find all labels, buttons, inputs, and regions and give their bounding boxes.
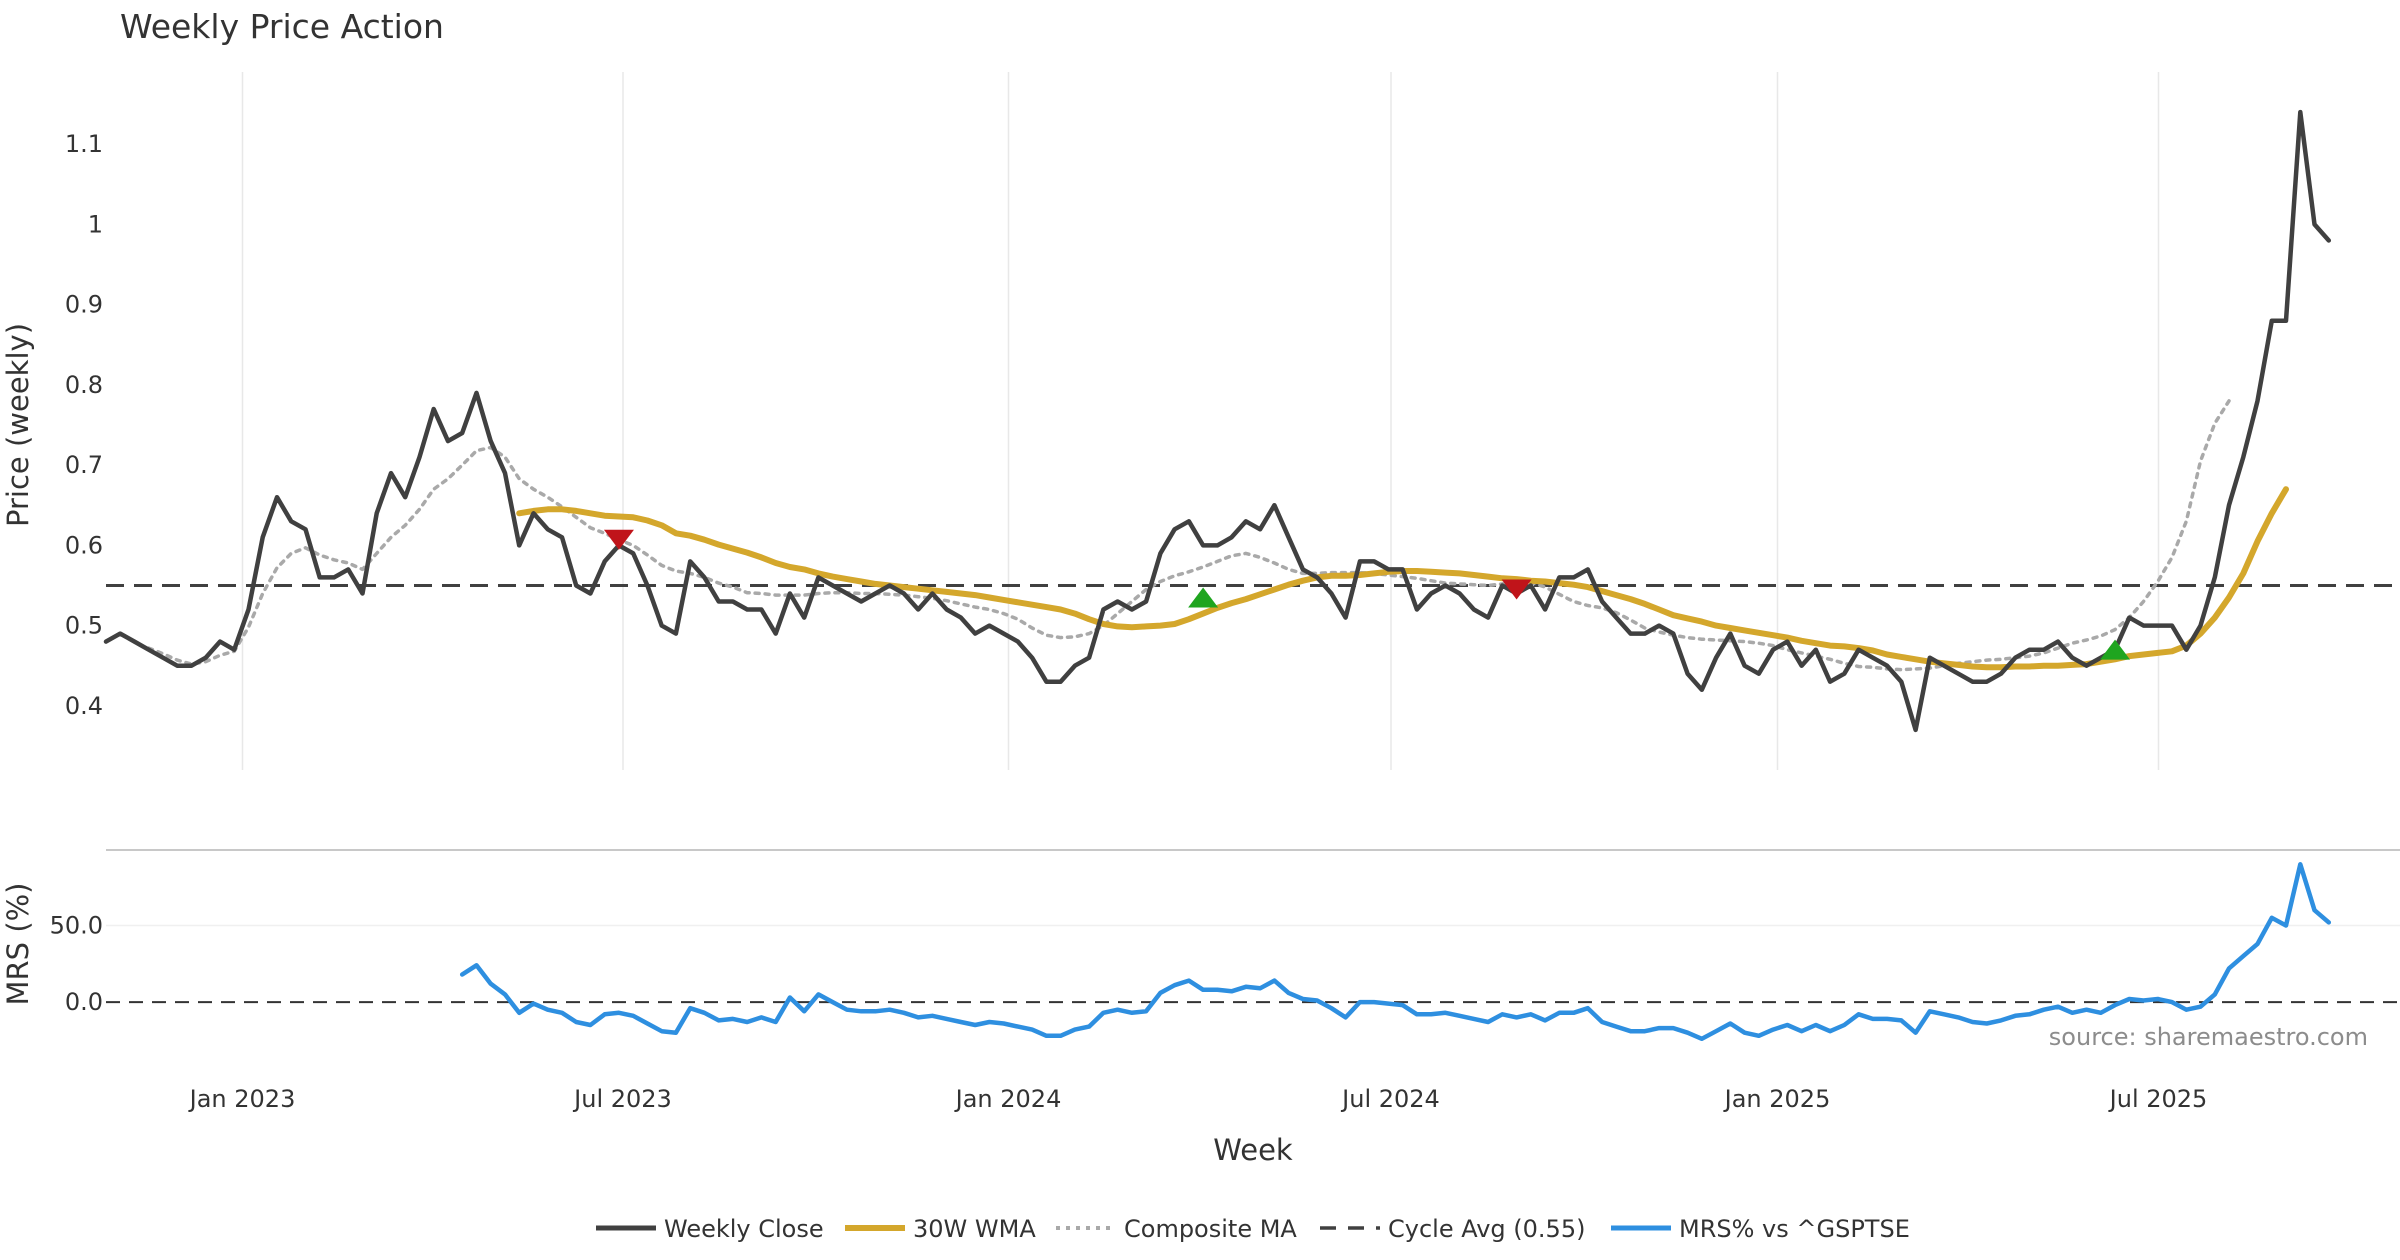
buy-signal-marker — [2100, 639, 2131, 660]
weekly-close-line — [103, 109, 2332, 733]
x-tick-label: Jan 2024 — [954, 1085, 1062, 1113]
x-tick-label: Jul 2024 — [1340, 1085, 1440, 1113]
y-tick-label-price: 0.6 — [65, 531, 103, 559]
tick-layer: Jan 2023 Jul 2023 Jan 2024 Jul 2024 Jan 2025… — [50, 130, 2208, 1113]
y-tick-label-price: 1 — [88, 210, 103, 238]
legend-label: Weekly Close — [664, 1215, 824, 1243]
series-layer — [103, 109, 2400, 1042]
x-tick-label: Jan 2025 — [1723, 1085, 1831, 1113]
y-tick-label-price: 0.7 — [65, 451, 103, 479]
signal-layer — [603, 529, 2131, 660]
legend-item: MRS% vs ^GSPTSE — [1611, 1215, 1910, 1243]
legend-label: Cycle Avg (0.55) — [1388, 1215, 1585, 1243]
x-tick-label: Jul 2025 — [2108, 1085, 2208, 1113]
source-annotation: source: sharemaestro.com — [2049, 1023, 2368, 1051]
buy-signal-marker — [1188, 587, 1219, 608]
y-tick-label-price: 0.9 — [65, 291, 103, 319]
legend-label: 30W WMA — [913, 1215, 1036, 1243]
x-tick-label: Jul 2023 — [572, 1085, 672, 1113]
legend-label: Composite MA — [1124, 1215, 1297, 1243]
sell-signal-marker — [1501, 579, 1532, 600]
y-tick-label-mrs: 50.0 — [50, 912, 103, 940]
legend-item: Cycle Avg (0.55) — [1320, 1215, 1585, 1243]
y-tick-label-price: 0.8 — [65, 371, 103, 399]
legend-item: 30W WMA — [845, 1215, 1036, 1243]
legend-label: MRS% vs ^GSPTSE — [1679, 1215, 1910, 1243]
x-axis-title: Week — [1213, 1133, 1293, 1167]
y-tick-label-price: 0.5 — [65, 612, 103, 640]
legend: Weekly Close 30W WMA Composite MA Cycle Avg… — [596, 1215, 1910, 1243]
y-tick-label-price: 1.1 — [65, 130, 103, 158]
x-tick-label: Jan 2023 — [188, 1085, 296, 1113]
y-tick-label-mrs: 0.0 — [65, 988, 103, 1016]
sell-signal-marker — [603, 529, 634, 550]
composite-ma-line — [146, 399, 2231, 672]
grid-layer — [106, 72, 2400, 927]
legend-item: Weekly Close — [596, 1215, 824, 1243]
y-axis-title-mrs: MRS (%) — [1, 883, 35, 1006]
y-tick-label-price: 0.4 — [65, 692, 103, 720]
chart-title: Weekly Price Action — [120, 7, 444, 46]
mrs-line — [459, 862, 2332, 1042]
y-axis-title-price: Price (weekly) — [1, 323, 35, 527]
legend-item: Composite MA — [1056, 1215, 1297, 1243]
